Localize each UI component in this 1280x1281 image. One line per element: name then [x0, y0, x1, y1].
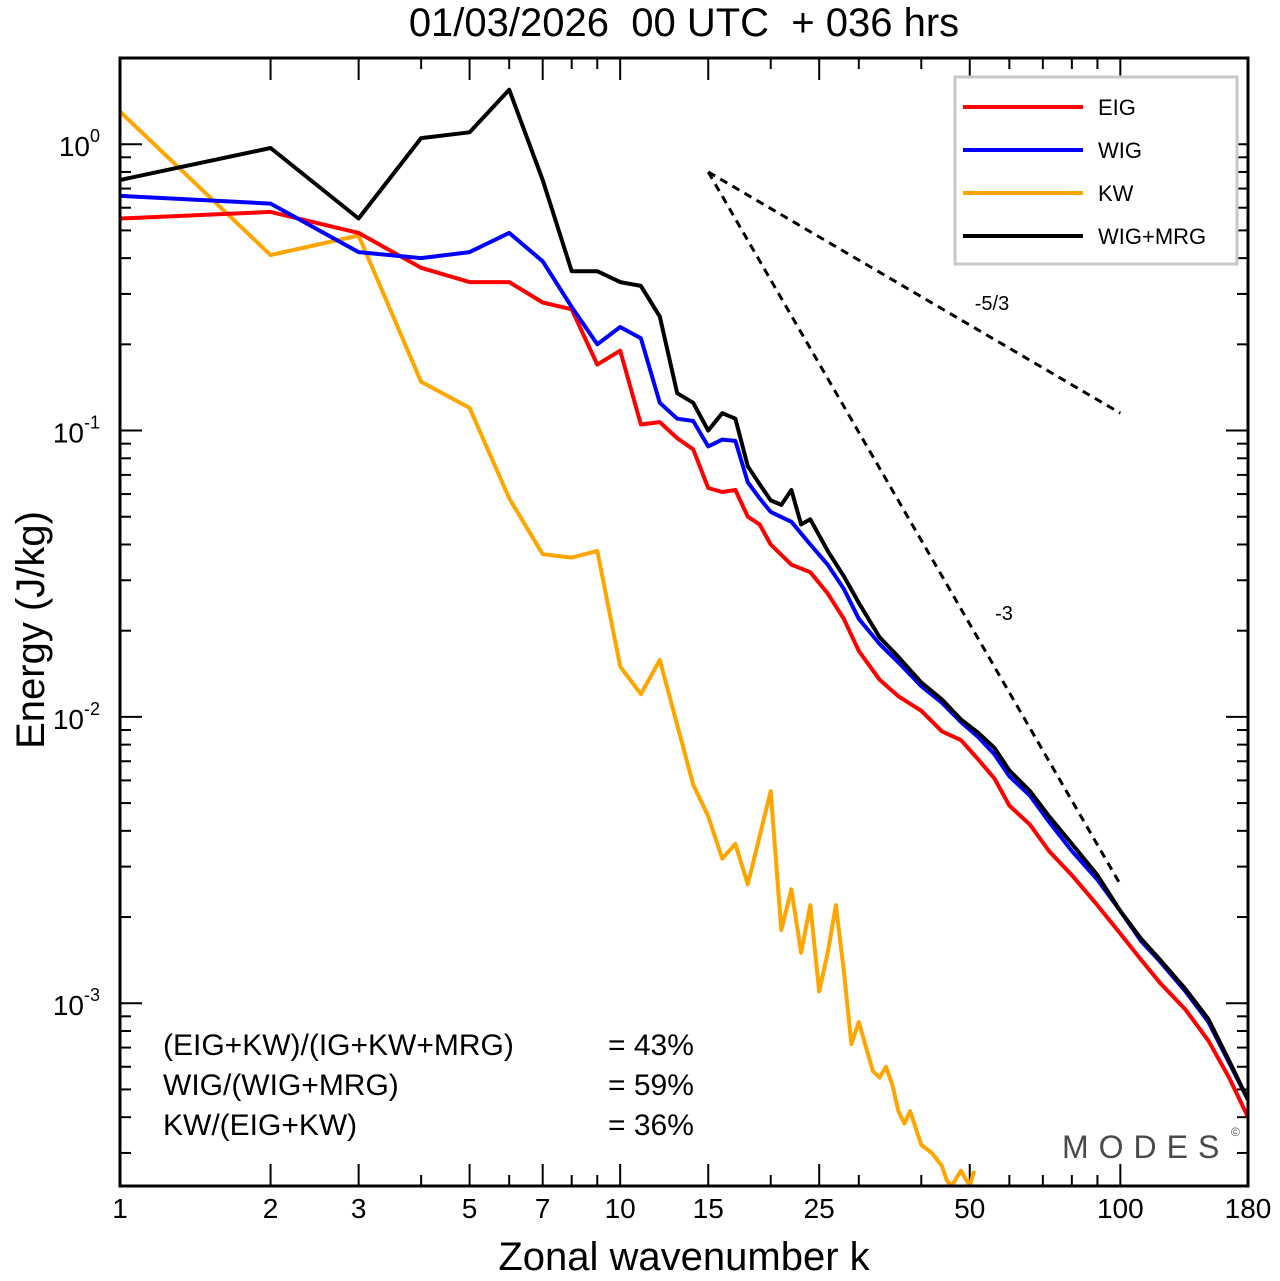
legend-label-wig-mrg: WIG+MRG	[1098, 224, 1206, 249]
ratio-annotations: (EIG+KW)/(IG+KW+MRG) = 43% WIG/(WIG+MRG)…	[163, 1029, 694, 1142]
x-tick-label: 2	[263, 1193, 279, 1224]
ratio-label-wig-share: WIG/(WIG+MRG)	[163, 1069, 399, 1102]
ratio-label-eig-kw-total: (EIG+KW)/(IG+KW+MRG)	[163, 1029, 514, 1062]
y-axis-label: Energy (J/kg)	[9, 511, 53, 749]
copyright-mark: ©	[1231, 1125, 1240, 1139]
legend: EIG WIG KW WIG+MRG	[953, 75, 1239, 266]
slope-label-5-3: -5/3	[975, 293, 1009, 315]
x-tick-label: 15	[693, 1193, 724, 1224]
ratio-value-eig-kw-total: = 43%	[608, 1029, 694, 1062]
data-series	[120, 87, 1248, 1186]
y-tick-label: 10-3	[53, 985, 100, 1021]
x-tick-label: 1	[112, 1193, 128, 1224]
x-tick-label: 7	[535, 1193, 551, 1224]
reference-slope-lines: -5/3 -3	[706, 170, 1122, 886]
slope-line-5-3	[707, 170, 1122, 415]
slope-label-3: -3	[995, 603, 1013, 625]
y-tick-label: 10-1	[53, 413, 100, 449]
y-ticks: 100 10-1 10-2 10-3	[53, 57, 1248, 1154]
x-tick-label: 50	[954, 1193, 985, 1224]
series-line-wig-mrg	[120, 87, 1248, 1101]
legend-label-kw: KW	[1098, 181, 1134, 206]
x-tick-label: 10	[605, 1193, 636, 1224]
x-tick-label: 5	[462, 1193, 478, 1224]
legend-label-wig: WIG	[1098, 138, 1142, 163]
x-tick-label: 3	[351, 1193, 367, 1224]
x-tick-label: 100	[1097, 1193, 1144, 1224]
ratio-value-wig-share: = 59%	[608, 1069, 694, 1102]
x-tick-label: 180	[1225, 1193, 1272, 1224]
y-tick-label: 10-2	[53, 699, 100, 735]
x-ticks: 1 2 3 5 7 10 15 25 50 100 180	[112, 58, 1271, 1224]
ratio-value-kw-share: = 36%	[608, 1109, 694, 1142]
slope-line-3	[706, 171, 1122, 886]
modes-watermark: MODES	[1062, 1129, 1229, 1165]
plot-frame	[118, 56, 1250, 1188]
series-line-kw	[120, 110, 977, 1186]
x-axis-label: Zonal wavenumber k	[498, 1235, 870, 1279]
series-line-wig	[120, 193, 1248, 1101]
x-tick-label: 25	[804, 1193, 835, 1224]
y-tick-label: 100	[59, 126, 100, 162]
series-line-eig	[120, 209, 1248, 1119]
legend-label-eig: EIG	[1098, 95, 1136, 120]
chart-title: 01/03/2026 00 UTC + 036 hrs	[409, 1, 959, 45]
ratio-label-kw-share: KW/(EIG+KW)	[163, 1109, 357, 1142]
